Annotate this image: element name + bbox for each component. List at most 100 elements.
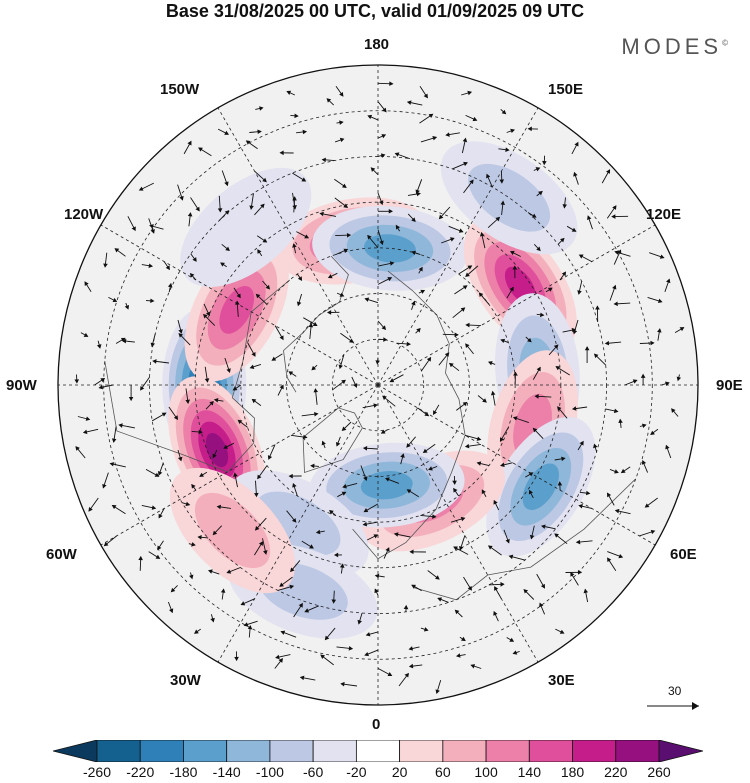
wind-arrowhead [617, 249, 622, 255]
wind-arrowhead [319, 211, 324, 217]
wind-arrowhead [618, 418, 623, 424]
wind-arrowhead [170, 587, 176, 593]
wind-arrowhead [448, 362, 454, 368]
wind-arrowhead [251, 398, 257, 404]
wind-arrowhead [103, 541, 109, 547]
wind-arrowhead [149, 224, 154, 229]
wind-arrowhead [187, 140, 192, 146]
wind-arrowhead [140, 386, 145, 391]
lon-label-0: 0 [372, 716, 381, 733]
wind-arrowhead [348, 645, 354, 651]
wind-arrowhead [620, 468, 626, 474]
wind-arrowhead [363, 508, 369, 513]
wind-arrowhead [585, 490, 591, 496]
wind-arrowhead [535, 167, 541, 172]
wind-arrowhead [224, 130, 230, 135]
wind-arrowhead [561, 456, 566, 462]
wind-arrowhead [309, 544, 314, 549]
wind-arrowhead [509, 637, 515, 642]
wind-arrowhead [438, 214, 444, 220]
colorbar-tick-label: 20 [391, 764, 408, 780]
wind-arrowhead [411, 217, 416, 222]
wind-arrowhead [614, 508, 620, 514]
wind-arrowhead [335, 442, 341, 447]
wind-arrowhead [612, 205, 617, 210]
wind-arrowhead [465, 343, 470, 349]
coastline [302, 407, 363, 474]
wind-arrowhead [528, 472, 534, 477]
wind-arrowhead [554, 533, 559, 538]
wind-arrowhead [536, 366, 541, 372]
wind-arrowhead [267, 455, 273, 460]
wind-arrowhead [387, 277, 393, 282]
wind-arrowhead [240, 601, 246, 606]
wind-arrowhead [195, 206, 200, 212]
wind-arrowhead [411, 300, 416, 306]
wind-arrowhead [157, 471, 163, 476]
wind-arrowhead [508, 554, 514, 560]
wind-arrowhead [286, 90, 292, 95]
wind-arrowhead [112, 297, 118, 302]
wind-arrowhead [583, 588, 589, 594]
lon-label-30e: 30E [548, 672, 575, 689]
wind-arrowhead [198, 429, 203, 435]
wind-arrowhead [464, 443, 470, 449]
wind-arrowhead [450, 237, 455, 242]
wind-arrowhead [258, 541, 264, 546]
wind-arrowhead [331, 599, 337, 604]
wind-arrowhead [536, 246, 541, 252]
wind-arrowhead [177, 456, 183, 462]
wind-arrowhead [657, 298, 663, 303]
colorbar-tick-label: 220 [604, 764, 628, 780]
wind-arrowhead [584, 346, 590, 351]
wind-arrowhead [292, 483, 297, 488]
wind-arrowhead [400, 453, 405, 458]
wind-arrowhead [512, 650, 518, 655]
wind-arrowhead [100, 377, 106, 383]
anomaly-contour [522, 463, 560, 511]
wind-arrowhead [435, 575, 440, 580]
wind-arrowhead [364, 297, 370, 302]
wind-arrowhead [321, 157, 326, 163]
wind-arrowhead [495, 216, 501, 222]
wind-arrowhead [571, 406, 577, 411]
colorbar-segment [442, 740, 487, 762]
wind-arrowhead [595, 305, 600, 310]
wind-arrowhead [224, 181, 229, 187]
colorbar-segment [485, 740, 530, 762]
meridian-line [100, 384, 379, 546]
wind-arrowhead [233, 472, 238, 477]
colorbar-tick-label: 140 [517, 764, 541, 780]
wind-arrowhead [406, 443, 411, 448]
wind-arrowhead [577, 570, 583, 575]
wind-arrowhead [327, 274, 333, 279]
wind-arrowhead [357, 619, 362, 625]
wind-arrowhead [203, 313, 208, 319]
wind-arrowhead [197, 534, 202, 540]
colorbar-tick-label: 100 [474, 764, 498, 780]
wind-arrowhead [553, 344, 559, 350]
wind-arrowhead [302, 129, 308, 135]
wind-arrowhead [531, 213, 537, 218]
wind-arrowhead [109, 462, 115, 467]
wind-arrowhead [189, 574, 194, 580]
wind-arrowhead [577, 290, 582, 295]
wind-arrowhead [641, 460, 647, 465]
wind-arrowhead [338, 364, 343, 370]
wind-arrowhead [529, 534, 535, 540]
colorbar-segment [96, 740, 141, 762]
lon-label-150w: 150W [160, 81, 200, 98]
wind-arrowhead [208, 569, 213, 574]
wind-arrowhead [560, 237, 565, 243]
wind-arrowhead [304, 608, 310, 613]
wind-arrowhead [462, 137, 468, 143]
wind-arrowhead [257, 474, 262, 480]
brand-logo: MODES© [621, 34, 728, 60]
wind-arrowhead [131, 226, 136, 232]
colorbar-ticks: -260 -220 -180 -140 -100 -60 -20 20 60 100 140 180 2… [53, 764, 703, 782]
wind-arrowhead [527, 337, 532, 343]
wind-arrowhead [251, 352, 256, 357]
wind-arrowhead [185, 399, 191, 405]
wind-arrowhead [262, 177, 267, 183]
